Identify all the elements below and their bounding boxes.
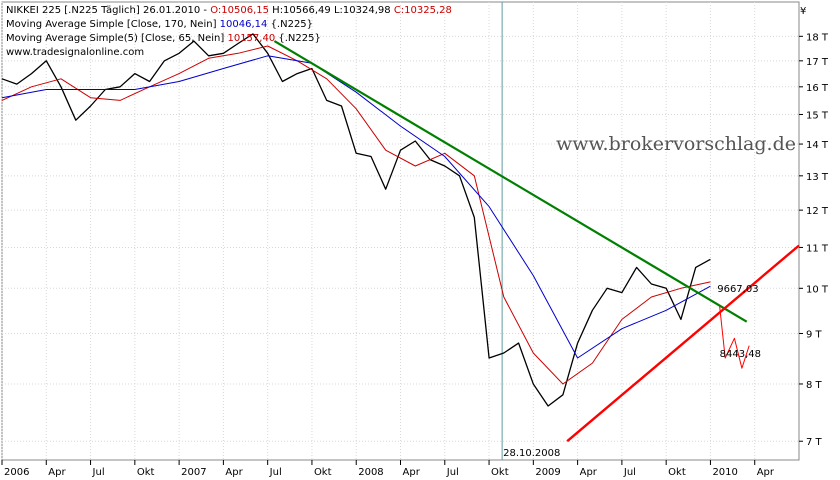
- x-tick-label: Jul: [269, 467, 282, 478]
- legend-ma65-value: 10157,40: [227, 33, 275, 44]
- legend-nikkei: NIKKEI 225 [.N225 Täglich] 26.01.2010 - …: [6, 5, 452, 16]
- ma65-line: [1, 45, 711, 385]
- x-tick-label: Apr: [580, 467, 598, 478]
- annotation-green-value: 9667,03: [717, 284, 758, 295]
- axes: 18 T 17 T 16 T 15 T 14 T 13 T 12 T 11 T 10 T 9 T 8…: [1, 32, 829, 478]
- price-line: [1, 33, 711, 407]
- legend-nikkei-name: NIKKEI 225 [.N225 Täglich] 26.01.2010 -: [6, 5, 210, 16]
- annotation-red-value: 8443,48: [720, 349, 761, 360]
- y-tick-label: 12 T: [806, 206, 829, 217]
- y-tick-label: 11 T: [806, 243, 829, 254]
- x-tick-label: Jul: [446, 467, 459, 478]
- y-tick-label: 16 T: [806, 83, 829, 94]
- x-tick-label: Okt: [491, 467, 509, 478]
- red-projection-line: [719, 305, 750, 369]
- legend-ma65: Moving Average Simple(5) [Close, 65, Nei…: [6, 33, 321, 44]
- x-tick-label: Apr: [48, 467, 66, 478]
- legend-ma170-suffix: {.N225}: [271, 19, 313, 30]
- legend-ma65-suffix: {.N225}: [278, 33, 320, 44]
- legend-open: O:10506,15: [210, 5, 269, 16]
- series-layer: 28.10.2008 9667,03 8443,48: [1, 2, 800, 460]
- y-tick-label: 18 T: [806, 32, 829, 43]
- y-tick-label: 15 T: [806, 110, 829, 121]
- currency-symbol: ¥: [800, 6, 806, 17]
- x-tick-label: 2009: [535, 467, 560, 478]
- x-tick-label: Okt: [137, 467, 155, 478]
- x-tick-label: 2007: [181, 467, 206, 478]
- legend-ma170-value: 10046,14: [220, 19, 268, 30]
- legend-close: C:10325,28: [394, 5, 452, 16]
- x-tick-label: Apr: [403, 467, 421, 478]
- y-tick-label: 14 T: [806, 140, 829, 151]
- x-tick-label: Jul: [92, 467, 105, 478]
- y-tick-label: 8 T: [806, 380, 823, 391]
- x-tick-label: 2010: [712, 467, 737, 478]
- y-tick-label: 7 T: [806, 437, 823, 448]
- marker-label: 28.10.2008: [503, 448, 560, 459]
- x-tick-label: 2008: [358, 467, 383, 478]
- y-tick-label: 17 T: [806, 57, 829, 68]
- x-tick-label: Jul: [623, 467, 636, 478]
- legend-ma170-name: Moving Average Simple [Close, 170, Nein]: [6, 19, 217, 30]
- green-trendline: [273, 40, 748, 323]
- watermark: www.brokervorschlag.de: [556, 133, 796, 155]
- legend-ma170: Moving Average Simple [Close, 170, Nein]…: [6, 19, 313, 30]
- y-tick-label: 9 T: [806, 329, 823, 340]
- grid: [1, 2, 799, 460]
- legend-high: H:10566,49: [272, 5, 331, 16]
- legend-ma65-name: Moving Average Simple(5) [Close, 65, Nei…: [6, 33, 224, 44]
- legend: NIKKEI 225 [.N225 Täglich] 26.01.2010 - …: [6, 5, 452, 58]
- x-tick-label: Okt: [668, 467, 686, 478]
- legend-source-text: www.tradesignalonline.com: [6, 47, 144, 58]
- x-tick-label: Apr: [225, 467, 243, 478]
- x-tick-label: Okt: [314, 467, 332, 478]
- legend-source: www.tradesignalonline.com: [6, 47, 144, 58]
- y-tick-label: 13 T: [806, 172, 829, 183]
- x-tick-label: 2006: [4, 467, 29, 478]
- y-tick-label: 10 T: [806, 284, 829, 295]
- x-tick-label: Apr: [757, 467, 775, 478]
- ma170-line: [1, 55, 711, 359]
- red-support-line: [566, 244, 800, 443]
- legend-low: L:10324,98: [334, 5, 391, 16]
